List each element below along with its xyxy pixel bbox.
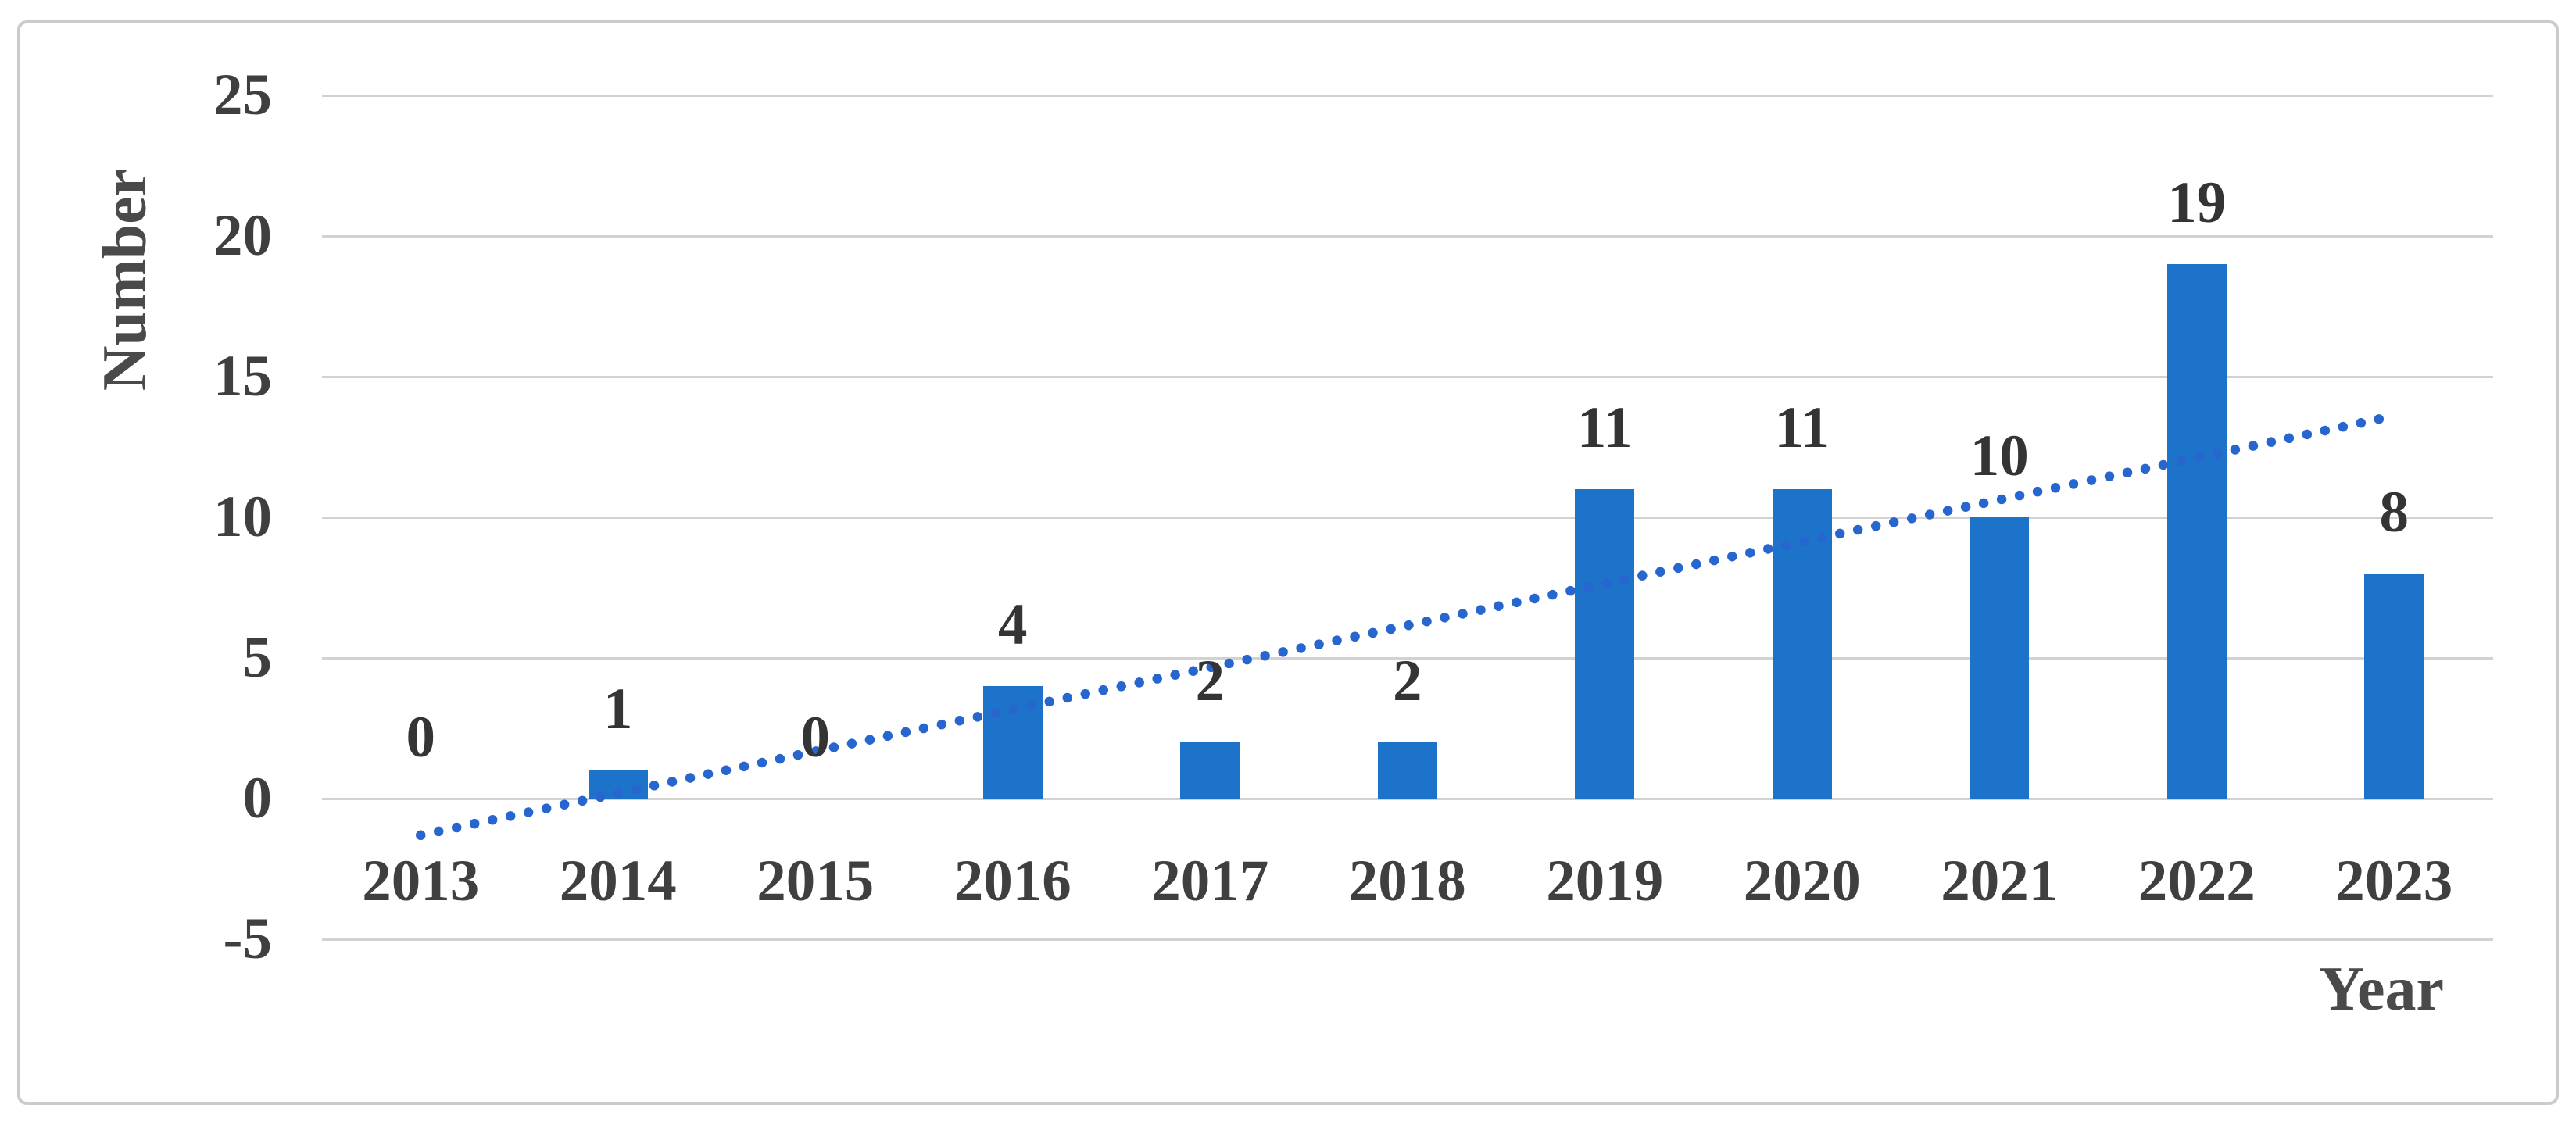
chart-border-frame: [17, 20, 2559, 1105]
gridline: [322, 234, 2493, 238]
x-tick-label: 2013: [362, 849, 480, 913]
bar-data-label: 2: [1195, 649, 1225, 713]
y-tick-label: 20: [213, 203, 272, 268]
x-tick-label: 2019: [1546, 849, 1664, 913]
x-axis-title: Year: [2319, 955, 2444, 1024]
gridline: [322, 516, 2493, 519]
y-tick-label: 15: [213, 344, 272, 409]
x-tick-label: 2015: [757, 849, 875, 913]
x-tick-label: 2021: [1941, 849, 2059, 913]
gridline: [322, 375, 2493, 378]
y-axis-title: Number: [91, 168, 159, 391]
x-tick-label: 2016: [953, 849, 1072, 913]
gridline: [322, 656, 2493, 660]
y-tick-label: 0: [242, 766, 273, 831]
bar-data-label: 8: [2379, 480, 2410, 545]
gridline: [322, 797, 2493, 800]
bar: [2364, 574, 2424, 799]
bar: [1970, 517, 2030, 799]
dotted-trendline: [416, 413, 2385, 841]
bar-data-label: 0: [406, 705, 436, 770]
bar-data-label: 11: [1774, 395, 1830, 460]
bar-data-label: 11: [1576, 395, 1633, 460]
bar-data-label: 4: [998, 592, 1028, 657]
bar: [1575, 489, 1635, 799]
y-tick-label: 25: [213, 63, 272, 127]
bar-data-label: 2: [1393, 649, 1422, 713]
y-tick-label: 10: [213, 484, 272, 549]
bar: [2166, 264, 2227, 799]
x-tick-label: 2022: [2138, 849, 2256, 913]
y-tick-label: 5: [242, 625, 273, 690]
bar-data-label: 0: [800, 705, 831, 770]
bar-data-label: 1: [603, 677, 633, 742]
x-tick-label: 2020: [1743, 849, 1861, 913]
x-tick-label: 2014: [559, 849, 677, 913]
x-tick-label: 2017: [1151, 849, 1269, 913]
y-tick-label: -5: [223, 906, 272, 971]
bar-data-label: 19: [2167, 170, 2227, 235]
gridline: [322, 938, 2493, 941]
bar-data-label: 10: [1970, 424, 2029, 488]
gridline: [322, 94, 2493, 97]
x-tick-label: 2018: [1348, 849, 1466, 913]
bar: [1180, 742, 1240, 799]
bar: [1377, 742, 1437, 799]
x-tick-label: 2023: [2335, 849, 2453, 913]
